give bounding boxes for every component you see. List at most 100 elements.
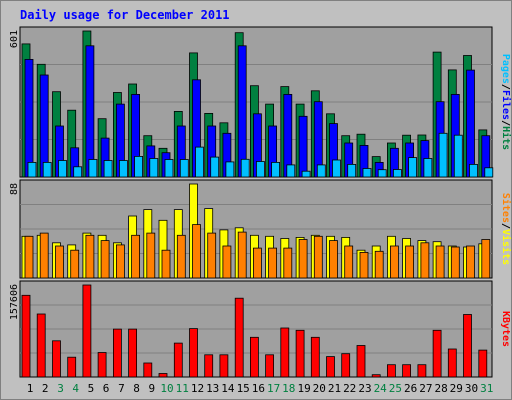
bar-pages-day-3 — [58, 160, 67, 178]
chart-title: Daily usage for December 2011 — [20, 8, 230, 22]
bar-pages-day-21 — [332, 159, 341, 178]
day-label-22: 22 — [343, 382, 356, 395]
bar-pages-day-4 — [73, 166, 83, 178]
day-label-11: 11 — [176, 382, 189, 395]
bar-kbytes-day-31 — [478, 349, 488, 378]
day-label-30: 30 — [465, 382, 478, 395]
bar-kbytes-day-4 — [67, 356, 77, 378]
day-label-8: 8 — [133, 382, 140, 395]
bar-sites-day-12 — [192, 224, 201, 279]
day-label-13: 13 — [206, 382, 219, 395]
legend-item: Visits — [500, 229, 512, 265]
bar-sites-day-21 — [329, 240, 338, 279]
bar-files-day-19 — [298, 115, 308, 178]
bar-pages-day-8 — [134, 155, 144, 178]
bar-sites-day-19 — [298, 239, 308, 279]
bar-sites-day-24 — [374, 250, 384, 279]
bar-sites-day-30 — [466, 245, 475, 279]
bar-sites-day-5 — [85, 234, 95, 279]
bar-kbytes-day-12 — [189, 328, 198, 378]
panel-kbytes: 157606 KBytes — [9, 280, 511, 378]
day-label-31: 31 — [480, 382, 493, 395]
bar-pages-day-17 — [271, 161, 281, 178]
bar-pages-day-31 — [484, 167, 494, 178]
legend-pages-files-hits: Pages/Files/Hits — [500, 54, 512, 150]
bar-sites-day-20 — [313, 235, 323, 279]
bar-kbytes-day-23 — [356, 345, 366, 378]
legend-item: / — [500, 84, 511, 90]
bar-sites-day-25 — [389, 245, 399, 279]
day-label-7: 7 — [118, 382, 125, 395]
day-label-15: 15 — [237, 382, 250, 395]
bar-kbytes-day-3 — [52, 340, 61, 378]
bar-kbytes-day-8 — [128, 328, 138, 378]
bar-kbytes-day-22 — [341, 353, 351, 378]
bar-sites-day-18 — [283, 247, 293, 279]
bar-kbytes-day-18 — [280, 327, 290, 378]
day-label-16: 16 — [252, 382, 265, 395]
bar-kbytes-day-1 — [21, 294, 31, 378]
bar-sites-day-1 — [24, 235, 34, 279]
legend-visits-sites: Sites/Visits — [500, 193, 512, 265]
bar-kbytes-day-24 — [371, 374, 381, 378]
bar-kbytes-day-10 — [158, 373, 168, 378]
bar-sites-day-2 — [39, 232, 49, 279]
bar-pages-day-29 — [453, 134, 463, 178]
day-label-21: 21 — [328, 382, 341, 395]
legend-item: Hits — [500, 126, 512, 150]
bar-kbytes-day-30 — [463, 314, 472, 378]
bar-sites-day-31 — [481, 239, 491, 279]
bar-kbytes-day-25 — [386, 364, 396, 378]
bar-pages-day-24 — [377, 169, 387, 178]
day-label-24: 24 — [374, 382, 388, 395]
day-label-25: 25 — [389, 382, 402, 395]
bar-kbytes-day-7 — [113, 328, 122, 378]
bar-kbytes-day-2 — [36, 313, 46, 378]
bar-pages-day-7 — [119, 160, 128, 178]
bar-pages-day-2 — [42, 161, 52, 178]
bar-pages-day-11 — [179, 159, 189, 178]
bar-sites-day-26 — [405, 245, 415, 279]
day-label-12: 12 — [191, 382, 204, 395]
bar-pages-day-5 — [88, 159, 98, 178]
bar-pages-day-28 — [438, 132, 448, 178]
bar-files-day-2 — [39, 74, 49, 178]
bar-sites-day-27 — [420, 242, 430, 279]
bar-sites-day-13 — [207, 232, 217, 279]
bar-kbytes-day-29 — [447, 348, 457, 378]
bar-kbytes-day-6 — [97, 352, 107, 378]
bar-pages-day-19 — [301, 170, 311, 178]
bar-kbytes-day-28 — [432, 329, 442, 378]
bar-sites-day-4 — [70, 249, 80, 279]
day-label-14: 14 — [221, 382, 235, 395]
bar-pages-day-12 — [195, 146, 204, 178]
bar-pages-day-14 — [225, 161, 235, 178]
legend-item: / — [500, 223, 511, 229]
bar-pages-day-16 — [255, 161, 265, 178]
bar-sites-day-16 — [252, 247, 262, 279]
bar-kbytes-day-16 — [249, 336, 259, 378]
bar-sites-day-14 — [222, 245, 232, 279]
bar-kbytes-day-27 — [417, 364, 427, 378]
bar-sites-day-10 — [161, 249, 171, 279]
legend-item: Files — [500, 90, 512, 120]
bar-pages-day-27 — [423, 158, 433, 178]
day-label-3: 3 — [57, 382, 64, 395]
day-label-18: 18 — [282, 382, 295, 395]
bar-sites-day-22 — [344, 245, 354, 279]
legend-kbytes: KBytes — [500, 311, 511, 347]
bar-kbytes-day-19 — [295, 329, 305, 378]
bar-pages-day-1 — [27, 161, 37, 178]
day-label-23: 23 — [358, 382, 371, 395]
bar-kbytes-day-20 — [310, 336, 320, 378]
day-label-29: 29 — [450, 382, 463, 395]
bar-pages-day-15 — [240, 158, 250, 178]
y-max-label: 88 — [9, 183, 20, 195]
bar-pages-day-23 — [362, 168, 372, 178]
bar-sites-day-9 — [146, 232, 156, 279]
bar-files-day-1 — [24, 59, 34, 178]
day-label-19: 19 — [297, 382, 310, 395]
bar-sites-day-28 — [435, 245, 445, 279]
